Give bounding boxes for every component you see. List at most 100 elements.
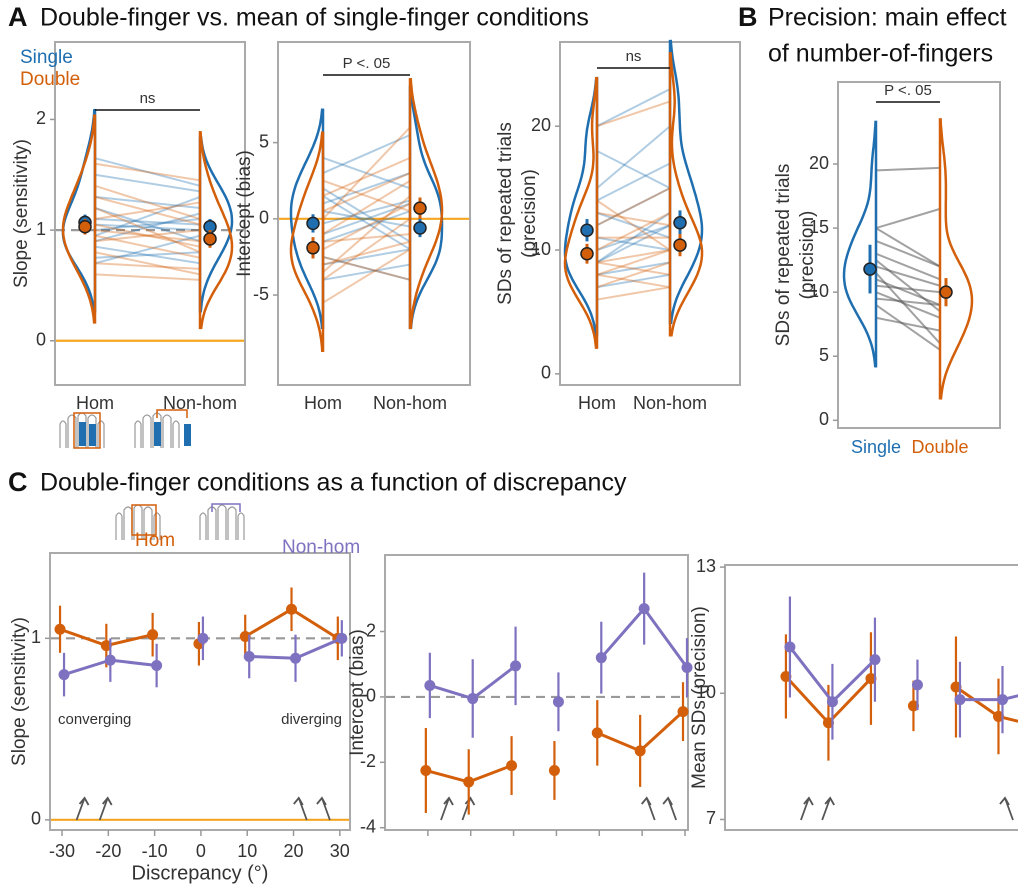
y-tick-label: 0: [36, 329, 46, 349]
subject-line: [322, 210, 411, 228]
x-tick-label: 30: [330, 841, 350, 861]
violin: [668, 39, 704, 325]
y-tick-label: 10: [696, 682, 716, 702]
subject-line: [596, 236, 671, 252]
subject-line: [596, 212, 671, 264]
data-point: [865, 673, 877, 685]
subject-line: [94, 195, 201, 226]
data-point: [552, 696, 564, 708]
y-tick-label: 10: [809, 281, 829, 301]
violin: [198, 131, 234, 330]
y-axis-label: Intercept (bias): [234, 150, 255, 277]
y-axis-label: Slope (sensitivity): [11, 139, 32, 288]
y-axis-label: SDs of repeated trials: [495, 122, 516, 305]
x-tick-label: Single: [851, 437, 901, 457]
x-tick-label: 10: [237, 841, 257, 861]
data-point: [147, 629, 159, 641]
x-tick-label: Non-hom: [163, 393, 237, 413]
data-point: [992, 710, 1004, 722]
subject-line: [94, 173, 201, 193]
subject-line: [322, 248, 411, 266]
subject-line: [596, 224, 671, 251]
x-tick-label: 0: [196, 841, 206, 861]
data-point: [681, 661, 693, 673]
direction-arrow: [293, 796, 308, 821]
x-tick-label: -30: [49, 841, 75, 861]
violin: [563, 76, 599, 337]
x-tick-label: Non-hom: [633, 393, 707, 413]
subject-line: [322, 195, 411, 273]
subject-line: [322, 248, 411, 304]
legend-label: Single: [20, 47, 73, 68]
data-point: [950, 681, 962, 693]
subject-line: [94, 273, 201, 281]
subject-line: [875, 284, 941, 294]
subject-line: [875, 227, 941, 268]
mean-point: [580, 223, 594, 237]
y-tick-label: 1: [36, 219, 46, 239]
panel-title: Double-finger vs. mean of single-finger …: [40, 4, 589, 32]
data-point: [548, 764, 560, 776]
subject-line: [596, 273, 671, 289]
subject-line: [94, 207, 201, 243]
subject-line: [94, 218, 201, 226]
data-point: [420, 764, 432, 776]
data-point: [506, 760, 518, 772]
data-point: [954, 694, 966, 706]
direction-arrow: [316, 796, 331, 821]
subject-line: [596, 286, 671, 301]
subject-line: [596, 261, 671, 276]
violin: [563, 76, 599, 349]
data-point: [784, 641, 796, 653]
y-axis-label: Mean SDs (precision): [689, 606, 710, 789]
violin: [289, 108, 325, 330]
y-tick-label: 13: [696, 556, 716, 576]
y-tick-label: 10: [531, 239, 551, 259]
subject-line: [94, 184, 201, 220]
significance-label: ns: [626, 48, 642, 65]
subject-line: [322, 263, 411, 281]
subject-line: [94, 223, 201, 248]
direction-arrow: [98, 796, 113, 821]
violin: [842, 120, 878, 368]
direction-arrow: [662, 796, 677, 821]
subject-line: [94, 195, 201, 209]
direction-arrow: [999, 796, 1014, 821]
data-point: [58, 669, 70, 681]
data-point: [638, 603, 650, 615]
y-tick-label: 2: [366, 620, 376, 640]
significance-label: P <. 05: [884, 82, 932, 99]
data-point: [996, 694, 1008, 706]
subject-line: [875, 316, 941, 332]
y-tick-label: 20: [809, 153, 829, 173]
data-point: [911, 679, 923, 691]
mean-point: [580, 246, 594, 261]
y-tick-label: 7: [706, 808, 716, 828]
subject-line: [94, 162, 201, 182]
subject-line: [596, 211, 671, 239]
significance-label: P <. 05: [343, 55, 391, 72]
subject-line: [875, 207, 941, 230]
violin: [61, 114, 97, 324]
x-tick-label: Hom: [76, 393, 114, 413]
subject-line: [596, 162, 671, 202]
subject-line: [322, 172, 411, 205]
subject-line: [875, 252, 941, 281]
data-point: [463, 776, 475, 788]
direction-arrow: [75, 796, 90, 821]
subject-line: [322, 255, 411, 281]
data-point: [197, 632, 209, 644]
data-point: [336, 632, 348, 644]
subject-line: [596, 261, 671, 276]
data-point: [243, 650, 255, 662]
finger-highlights: [73, 409, 241, 536]
mean-point: [863, 262, 877, 276]
y-tick-label: 2: [36, 108, 46, 128]
y-tick-label: 0: [31, 809, 41, 829]
mean-point: [306, 216, 320, 231]
data-point: [677, 706, 689, 718]
y-tick-label: 5: [259, 131, 269, 151]
mean-point: [413, 201, 427, 215]
panel-title: of number-of-fingers: [768, 40, 993, 68]
y-tick-label: 0: [819, 409, 829, 429]
